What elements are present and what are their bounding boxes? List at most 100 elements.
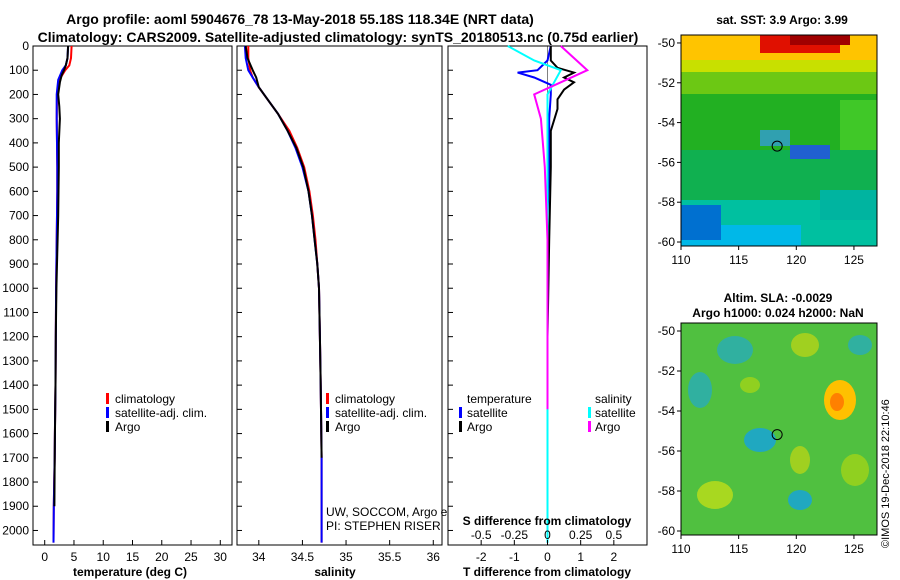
temperature-panel: 0 5 10 15 20 25 300100200300400500600700800900… [2, 39, 233, 579]
temperature-plot-frame [32, 45, 233, 546]
depth-tick-label: 200 [9, 87, 29, 101]
sla-xtick-label: 110 [671, 542, 690, 556]
legend-label-argo: Argo [115, 420, 141, 434]
sla-ytick-label: -58 [658, 484, 676, 498]
difference-xtick-label: -2 [476, 550, 487, 564]
salinity-panel: 34 34.5 35 35.5 36 salinity climatology sate… [236, 45, 496, 579]
legend-swatch-argo [106, 421, 109, 432]
difference-line-temperature-argo [546, 46, 577, 531]
temperature-xtick-label: 15 [126, 550, 140, 564]
salinity-xtick-label: 34 [252, 550, 266, 564]
legend-label-s-argo: Argo [595, 420, 621, 434]
sst-ytick-label: -50 [658, 36, 676, 50]
legend-swatch-satellite-adj [326, 407, 329, 418]
difference-xtick-label: 0 [544, 550, 551, 564]
depth-tick-label: 1100 [3, 305, 29, 319]
legend-swatch-s-argo [588, 421, 591, 432]
sst-map-title: sat. SST: 3.9 Argo: 3.99 [716, 13, 848, 27]
sst-map-frame [680, 34, 878, 247]
difference-line-salinity-argo [533, 45, 590, 410]
depth-tick-label: 100 [9, 63, 29, 77]
temperature-line-argo [53, 45, 70, 507]
difference-xtick-label: -1 [509, 550, 520, 564]
sla-ytick-label: -56 [658, 444, 676, 458]
depth-tick-label: 500 [9, 160, 29, 174]
sla-ytick-label: -52 [658, 364, 676, 378]
sla-map-title: Altim. SLA: -0.0029 [724, 291, 833, 305]
temperature-xtick-label: 20 [155, 550, 169, 564]
salinity-x-label: salinity [314, 565, 356, 579]
legend-label-t-satellite: satellite [467, 406, 508, 420]
temperature-xtick-label: 25 [184, 550, 198, 564]
difference-s-tick-label: 0.25 [569, 528, 593, 542]
salinity-xtick-label: 35 [339, 550, 353, 564]
sla-map-ticks: 110 115 120 125 -50 -52 -54 -56 -58 -60 [658, 324, 865, 556]
legend-label-climatology: climatology [335, 392, 395, 406]
sst-map-heatmap [681, 35, 877, 246]
sst-xtick-label: 115 [729, 253, 748, 267]
sst-ytick-label: -56 [658, 155, 676, 169]
sst-ytick-label: -58 [658, 195, 676, 209]
depth-tick-label: 300 [9, 112, 29, 126]
difference-legend: temperature salinity satellite Argo sate… [459, 392, 636, 434]
difference-s-tick-label: -0.5 [471, 528, 492, 542]
sla-map-subtitle: Argo h1000: 0.024 h2000: NaN [692, 306, 863, 320]
sst-ytick-label: -52 [658, 76, 676, 90]
difference-ticks: -2 -1 0 1 2 -0.5 -0.25 0 0.25 0.5 [448, 45, 622, 564]
legend-title-temperature: temperature [467, 392, 532, 406]
depth-tick-label: 2000 [2, 523, 29, 537]
title-line-2: Climatology: CARS2009. Satellite-adjuste… [38, 29, 639, 45]
salinity-ticks: 34 34.5 35 35.5 36 [237, 45, 441, 564]
legend-swatch-climatology [106, 393, 109, 404]
legend-label-satellite-adj: satellite-adj. clim. [335, 406, 427, 420]
temperature-xtick-label: 10 [97, 550, 111, 564]
temperature-ticks: 0 5 10 15 20 25 300100200300400500600700800900… [2, 39, 227, 564]
legend-swatch-t-satellite [459, 407, 462, 418]
sla-ytick-label: -60 [658, 524, 676, 538]
difference-s-tick-label: -0.25 [501, 528, 529, 542]
depth-tick-label: 1500 [2, 402, 29, 416]
temperature-xtick-label: 30 [214, 550, 228, 564]
legend-label-t-argo: Argo [467, 420, 493, 434]
salinity-series [243, 45, 323, 543]
depth-tick-label: 1900 [2, 499, 29, 513]
sla-map-frame [680, 322, 878, 536]
depth-tick-label: 1300 [2, 354, 29, 368]
legend-swatch-climatology [326, 393, 329, 404]
depth-tick-label: 1000 [2, 281, 29, 295]
sst-xtick-label: 125 [844, 253, 864, 267]
temperature-x-label: temperature (deg C) [73, 565, 187, 579]
salinity-xtick-label: 36 [427, 550, 441, 564]
salinity-xtick-label: 35.5 [378, 550, 402, 564]
temperature-xtick-label: 0 [41, 550, 48, 564]
sst-xtick-label: 110 [671, 253, 690, 267]
salinity-line-argo [244, 45, 323, 458]
legend-title-salinity: salinity [595, 392, 632, 406]
depth-tick-label: 900 [9, 257, 29, 271]
sla-xtick-label: 120 [786, 542, 806, 556]
legend-label-climatology: climatology [115, 392, 175, 406]
legend-swatch-s-satellite [588, 407, 591, 418]
sla-xtick-label: 125 [844, 542, 864, 556]
sst-ytick-label: -54 [658, 116, 676, 130]
difference-xtick-label: 1 [577, 550, 584, 564]
legend-swatch-t-argo [459, 421, 462, 432]
sst-argo-location-marker [771, 140, 783, 152]
sst-xtick-label: 120 [786, 253, 806, 267]
legend-swatch-satellite-adj [106, 407, 109, 418]
temperature-series [52, 45, 73, 543]
depth-tick-label: 1700 [2, 451, 29, 465]
difference-s-label: S difference from climatology [463, 514, 632, 528]
difference-series [507, 45, 590, 545]
sst-map-ticks: 110 115 120 125 -50 -52 -54 -56 -58 -60 [658, 36, 865, 267]
imos-timestamp: ©IMOS 19-Dec-2018 22:10:46 [880, 399, 892, 548]
depth-tick-label: 600 [9, 184, 29, 198]
legend-label-satellite-adj: satellite-adj. clim. [115, 406, 207, 420]
depth-tick-label: 1800 [2, 475, 29, 489]
sla-argo-location-marker [771, 429, 783, 441]
difference-s-tick-label: 0.5 [605, 528, 622, 542]
title-line-1: Argo profile: aoml 5904676_78 13-May-201… [66, 11, 534, 27]
salinity-plot-frame [236, 45, 443, 546]
salinity-xtick-label: 34.5 [291, 550, 315, 564]
